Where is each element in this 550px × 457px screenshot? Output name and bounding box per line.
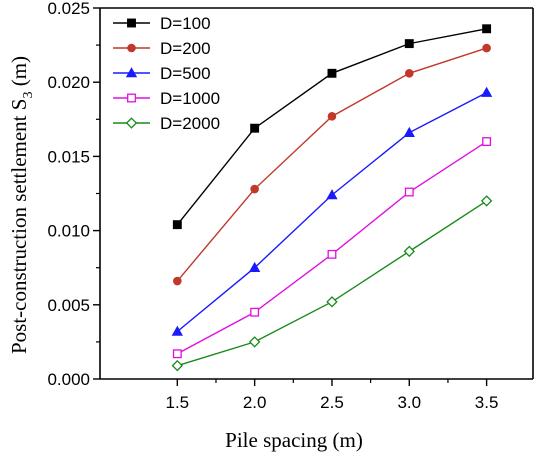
data-point — [327, 112, 337, 121]
legend-label: D=200 — [160, 39, 211, 58]
data-point — [250, 307, 260, 317]
legend-marker — [127, 43, 136, 53]
chart-series — [171, 24, 493, 372]
series-d-100 — [172, 24, 492, 230]
legend-label: D=100 — [160, 14, 211, 33]
legend-label: D=2000 — [160, 114, 220, 133]
chart-ticks: 1.5 2.0 2.5 3.0 3.5 0.000 0.005 0.010 0.015 0.020… — [47, 0, 498, 412]
data-point — [171, 325, 183, 336]
data-point — [171, 359, 184, 372]
legend-item: D=2000 — [113, 114, 220, 133]
series-d-2000 — [171, 195, 493, 372]
y-axis-title: Post-construction settlement S3 (m) — [7, 56, 36, 354]
y-tick-label: 0.010 — [47, 222, 90, 241]
data-point — [404, 187, 414, 197]
series-d-500 — [171, 86, 493, 336]
data-point — [482, 24, 492, 34]
data-point — [327, 68, 337, 78]
chart-axes — [99, 7, 534, 380]
data-point — [248, 336, 261, 348]
chart-legend: D=100 D=200 D=500 D=1000 D=2000 — [113, 14, 220, 133]
y-tick-label: 0.020 — [47, 73, 90, 92]
data-point — [172, 349, 182, 359]
data-point — [403, 245, 416, 258]
series-line — [176, 47, 487, 282]
x-tick-label: 2.5 — [320, 393, 344, 412]
data-point — [248, 261, 261, 272]
legend-item: D=200 — [113, 39, 211, 58]
data-point — [480, 195, 493, 207]
data-point — [482, 43, 491, 53]
legend-marker — [127, 18, 136, 28]
y-axis-title-subscript: 3 — [21, 92, 36, 99]
series-line — [176, 140, 487, 355]
legend-item: D=500 — [113, 64, 211, 83]
data-point — [327, 249, 337, 259]
y-tick-label: 0.005 — [47, 296, 90, 315]
data-point — [482, 137, 492, 147]
data-point — [404, 68, 414, 78]
legend-item: D=100 — [113, 14, 211, 33]
x-tick-label: 2.0 — [243, 393, 267, 412]
data-point — [250, 184, 259, 194]
data-point — [480, 86, 493, 97]
x-axis-title: Pile spacing (m) — [225, 428, 363, 452]
y-axis-title-main: Post-construction settlement S — [7, 99, 31, 354]
legend-label: D=1000 — [160, 89, 220, 108]
legend-marker — [125, 67, 138, 78]
series-line — [176, 91, 487, 333]
series-d-1000 — [172, 137, 492, 359]
x-tick-label: 1.5 — [166, 393, 190, 412]
x-tick-label: 3.5 — [475, 393, 499, 412]
data-point — [404, 39, 414, 49]
data-point — [172, 220, 182, 230]
legend-marker — [125, 117, 138, 129]
data-point — [173, 276, 182, 286]
legend-item: D=1000 — [113, 89, 220, 108]
legend-marker — [127, 93, 136, 103]
series-d-200 — [173, 43, 491, 286]
y-axis-title-unit: (m) — [7, 56, 31, 92]
y-tick-label: 0.000 — [47, 370, 90, 389]
data-point — [326, 189, 338, 200]
y-tick-label: 0.015 — [47, 147, 90, 166]
data-point — [326, 296, 338, 308]
legend-label: D=500 — [160, 64, 211, 83]
data-point — [250, 123, 260, 133]
y-tick-label: 0.025 — [47, 0, 90, 18]
x-tick-label: 3.0 — [397, 393, 421, 412]
data-point — [403, 126, 415, 137]
